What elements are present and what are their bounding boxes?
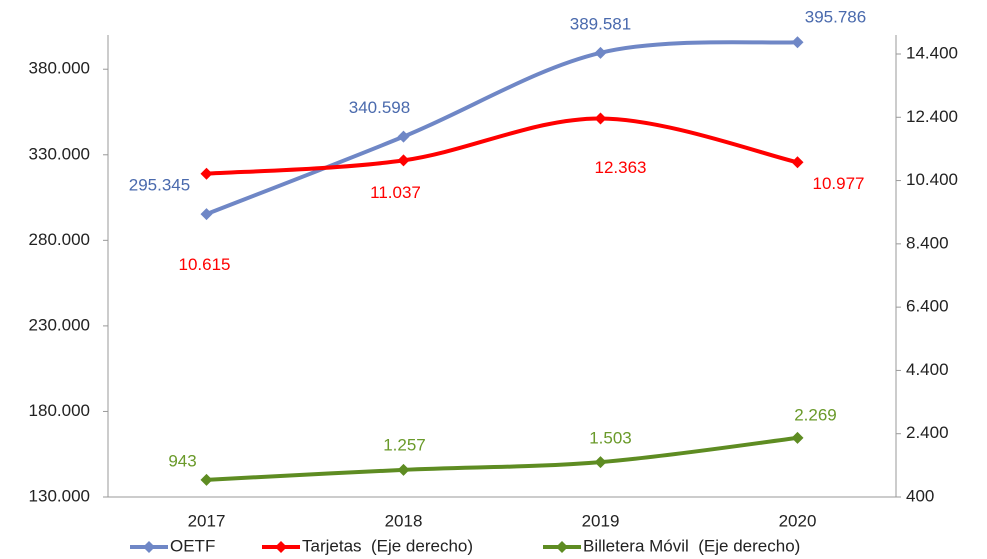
point <box>791 431 804 444</box>
x-tick-label: 2020 <box>779 511 817 530</box>
point <box>397 130 410 143</box>
legend-marker <box>143 541 155 553</box>
y2-tick-label: 10.400 <box>906 170 958 189</box>
line <box>206 435 798 482</box>
x-tick-label: 2018 <box>385 511 423 530</box>
point <box>791 156 804 169</box>
y2-tick-label: 14.400 <box>906 43 958 62</box>
point <box>594 112 607 125</box>
data-label: 943 <box>168 451 196 470</box>
legend-marker <box>556 541 568 553</box>
data-label: 389.581 <box>570 14 631 33</box>
x-tick-label: 2017 <box>188 511 226 530</box>
data-label: 10.615 <box>179 255 231 274</box>
y-tick-label: 130.000 <box>29 486 90 505</box>
point <box>200 167 213 180</box>
data-label: 340.598 <box>349 98 410 117</box>
legend-marker <box>275 541 287 553</box>
legend-label: Tarjetas (Eje derecho) <box>302 536 473 555</box>
data-label: 11.037 <box>370 183 421 202</box>
legend-label: Billetera Móvil (Eje derecho) <box>583 536 800 555</box>
y2-tick-label: 400 <box>906 486 934 505</box>
line <box>206 116 798 176</box>
point <box>791 36 804 49</box>
point <box>594 46 607 59</box>
point <box>200 473 213 486</box>
point <box>594 456 607 469</box>
y-tick-label: 380.000 <box>29 59 90 78</box>
y2-tick-label: 2.400 <box>906 423 949 442</box>
data-label: 395.786 <box>805 8 866 27</box>
data-label: 1.257 <box>383 435 426 454</box>
data-label: 1.503 <box>589 429 632 448</box>
y-tick-label: 180.000 <box>29 401 90 420</box>
line <box>205 40 798 216</box>
y-tick-label: 330.000 <box>29 144 90 163</box>
data-label: 2.269 <box>794 405 837 424</box>
data-label: 10.977 <box>813 174 865 193</box>
y2-tick-label: 6.400 <box>906 297 949 316</box>
legend-label: OETF <box>170 536 215 555</box>
point <box>397 154 410 167</box>
y2-tick-label: 8.400 <box>906 233 949 252</box>
point <box>397 463 410 476</box>
y-tick-label: 280.000 <box>29 230 90 249</box>
data-label: 295.345 <box>129 176 190 195</box>
y2-tick-label: 12.400 <box>906 107 958 126</box>
point <box>200 208 213 221</box>
data-label: 12.363 <box>595 158 647 177</box>
y-tick-label: 230.000 <box>29 315 90 334</box>
y2-tick-label: 4.400 <box>906 360 949 379</box>
x-tick-label: 2019 <box>582 511 620 530</box>
